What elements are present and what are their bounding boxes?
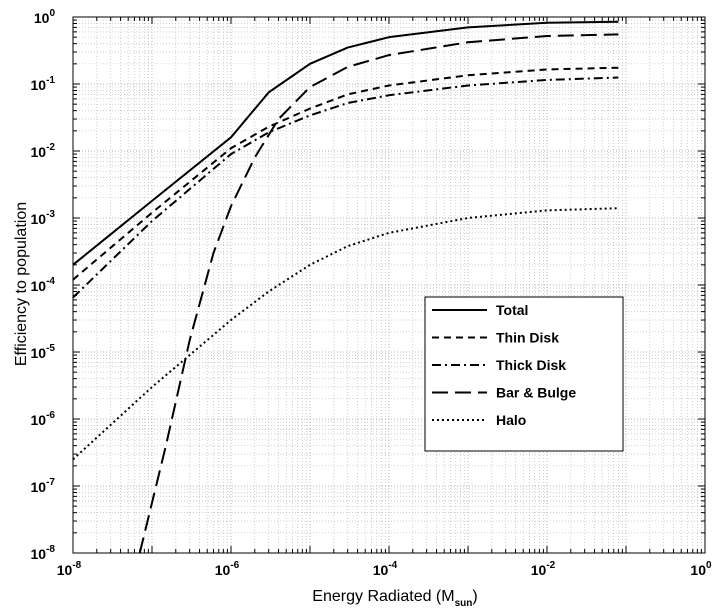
y-axis-label: Efficiency to population (13, 202, 30, 366)
y-tick-label: 10-7 (31, 477, 56, 495)
series-layer (72, 20, 619, 554)
series-line-2 (72, 76, 619, 299)
legend: Total Thin Disk Thick Disk Bar & Bulge Halo (424, 296, 624, 452)
y-tick-label: 10-6 (31, 410, 56, 428)
y-tick-label: 10-8 (31, 544, 56, 562)
y-tick-label: 10-4 (31, 276, 56, 294)
series-line-3 (138, 33, 619, 554)
x-tick-label: 10-2 (531, 560, 556, 578)
tick-label-layer: 10-8 10-6 10-4 10-2 100 100 10-1 10-2 10-3 10-4 10… (31, 8, 712, 578)
legend-label: Thin Disk (496, 330, 559, 346)
x-tick-label: 10-6 (215, 560, 240, 578)
x-tick-label: 10-4 (373, 560, 398, 578)
legend-label: Halo (496, 412, 526, 428)
y-tick-label: 10-5 (31, 343, 56, 361)
legend-box (424, 296, 624, 452)
y-tick-label: 10-3 (31, 209, 56, 227)
y-tick-label: 10-1 (31, 75, 56, 93)
legend-label: Total (496, 302, 528, 318)
x-tick-label: 10-8 (57, 560, 82, 578)
y-tick-label: 100 (34, 8, 56, 26)
legend-label: Thick Disk (496, 357, 566, 373)
series-line-0 (72, 20, 619, 266)
grid-layer (72, 17, 705, 554)
legend-entries: Total Thin Disk Thick Disk Bar & Bulge Halo (432, 302, 576, 428)
x-tick-label: 100 (690, 560, 712, 578)
legend-label: Bar & Bulge (496, 385, 576, 401)
y-tick-label: 10-2 (31, 142, 56, 160)
tick-mark-layer (72, 17, 705, 554)
series-line-1 (72, 66, 619, 281)
x-axis-label: Energy Radiated (Msun) (312, 588, 477, 609)
